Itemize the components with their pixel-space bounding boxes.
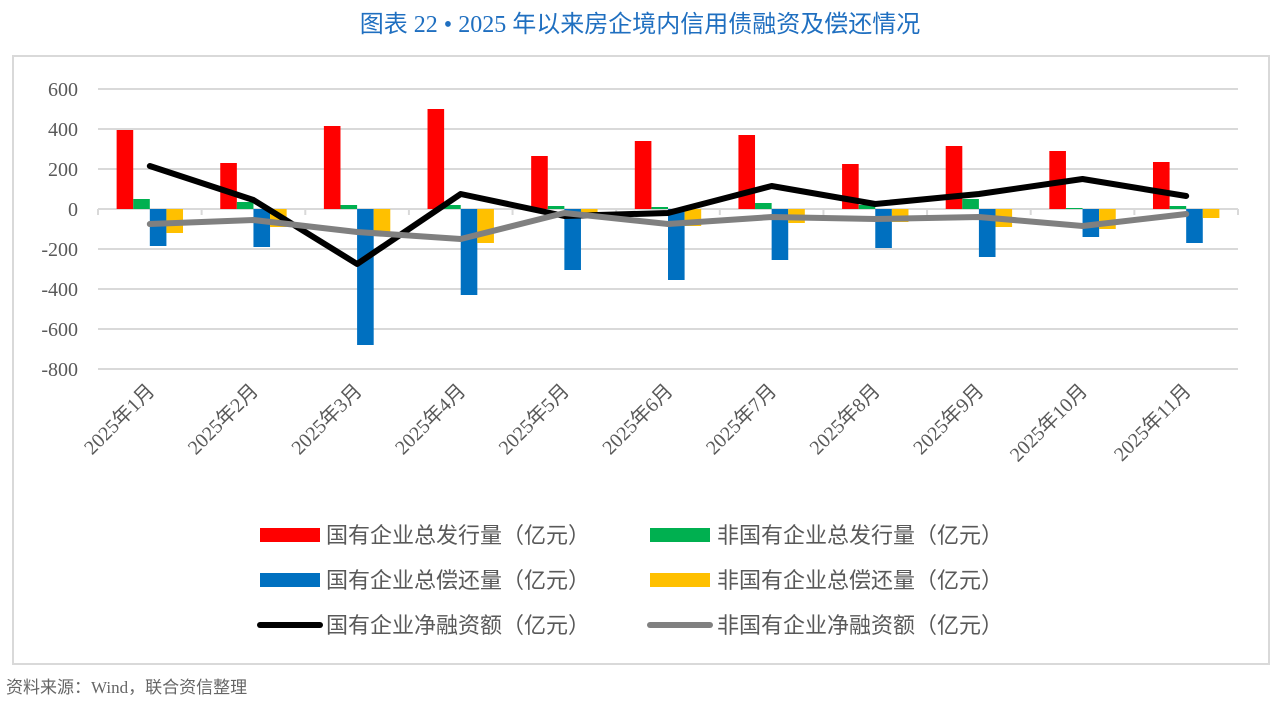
legend-swatch bbox=[650, 528, 710, 542]
bar bbox=[634, 141, 652, 209]
legend-swatch bbox=[260, 528, 320, 542]
legend-label: 国有企业净融资额（亿元） bbox=[326, 613, 590, 638]
legend-label: 国有企业总发行量（亿元） bbox=[326, 523, 590, 548]
bar bbox=[149, 209, 167, 246]
bar bbox=[444, 205, 461, 209]
bar bbox=[1065, 208, 1083, 209]
y-tick-label: -600 bbox=[41, 319, 78, 341]
y-tick-label: 0 bbox=[68, 199, 78, 221]
bar bbox=[477, 209, 494, 243]
x-tick-label: 2025年11月 bbox=[1109, 379, 1195, 465]
series-line bbox=[146, 163, 1190, 267]
legend-label: 国有企业总偿还量（亿元） bbox=[326, 568, 590, 593]
y-tick-label: -200 bbox=[41, 239, 78, 261]
bar bbox=[220, 163, 237, 209]
bar bbox=[323, 126, 341, 209]
bar bbox=[668, 209, 685, 280]
y-tick-label: -400 bbox=[41, 279, 78, 301]
x-tick-label: 2025年8月 bbox=[805, 379, 885, 459]
x-tick-label: 2025年10月 bbox=[1005, 379, 1092, 466]
legend-swatch bbox=[650, 573, 710, 587]
series-line bbox=[146, 210, 1190, 242]
bar bbox=[1202, 209, 1220, 218]
x-tick-label: 2025年1月 bbox=[79, 379, 159, 459]
x-tick-label: 2025年2月 bbox=[183, 379, 263, 459]
legend-label: 非国有企业总发行量（亿元） bbox=[717, 523, 1003, 548]
bar bbox=[133, 199, 150, 209]
bar bbox=[580, 209, 598, 214]
bar bbox=[858, 205, 876, 209]
bar bbox=[1169, 206, 1187, 209]
bar bbox=[373, 209, 391, 232]
chart-title: 图表 22 • 2025 年以来房企境内信用债融资及偿还情况 bbox=[359, 12, 921, 38]
x-tick-label: 2025年5月 bbox=[494, 379, 574, 459]
bar bbox=[253, 209, 271, 247]
bar bbox=[531, 156, 548, 209]
legend-swatch bbox=[260, 573, 320, 587]
x-tick-label: 2025年7月 bbox=[701, 379, 781, 459]
bar bbox=[427, 109, 445, 209]
bar bbox=[236, 202, 254, 209]
y-tick-label: -800 bbox=[41, 359, 78, 381]
x-tick-label: 2025年9月 bbox=[909, 379, 989, 459]
chart-frame bbox=[12, 55, 1270, 665]
bar bbox=[962, 199, 979, 209]
bar bbox=[755, 203, 772, 209]
bar bbox=[738, 135, 756, 209]
x-tick-label: 2025年3月 bbox=[287, 379, 367, 459]
bar bbox=[651, 207, 668, 209]
y-tick-label: 400 bbox=[48, 119, 78, 141]
x-tick-label: 2025年6月 bbox=[598, 379, 678, 459]
bar bbox=[460, 209, 478, 295]
y-tick-label: 600 bbox=[48, 79, 78, 101]
bar bbox=[1152, 162, 1170, 209]
bar bbox=[1186, 209, 1203, 243]
bar bbox=[340, 205, 358, 209]
source-note: 资料来源：Wind，联合资信整理 bbox=[6, 678, 248, 697]
bar bbox=[547, 206, 565, 209]
bar bbox=[116, 130, 134, 209]
bar bbox=[771, 209, 789, 260]
y-tick-label: 200 bbox=[48, 159, 78, 181]
bar bbox=[875, 209, 892, 248]
x-tick-label: 2025年4月 bbox=[390, 379, 470, 459]
bar bbox=[564, 209, 581, 270]
legend-label: 非国有企业总偿还量（亿元） bbox=[717, 568, 1003, 593]
legend-label: 非国有企业净融资额（亿元） bbox=[717, 613, 1003, 638]
bar bbox=[357, 209, 374, 345]
